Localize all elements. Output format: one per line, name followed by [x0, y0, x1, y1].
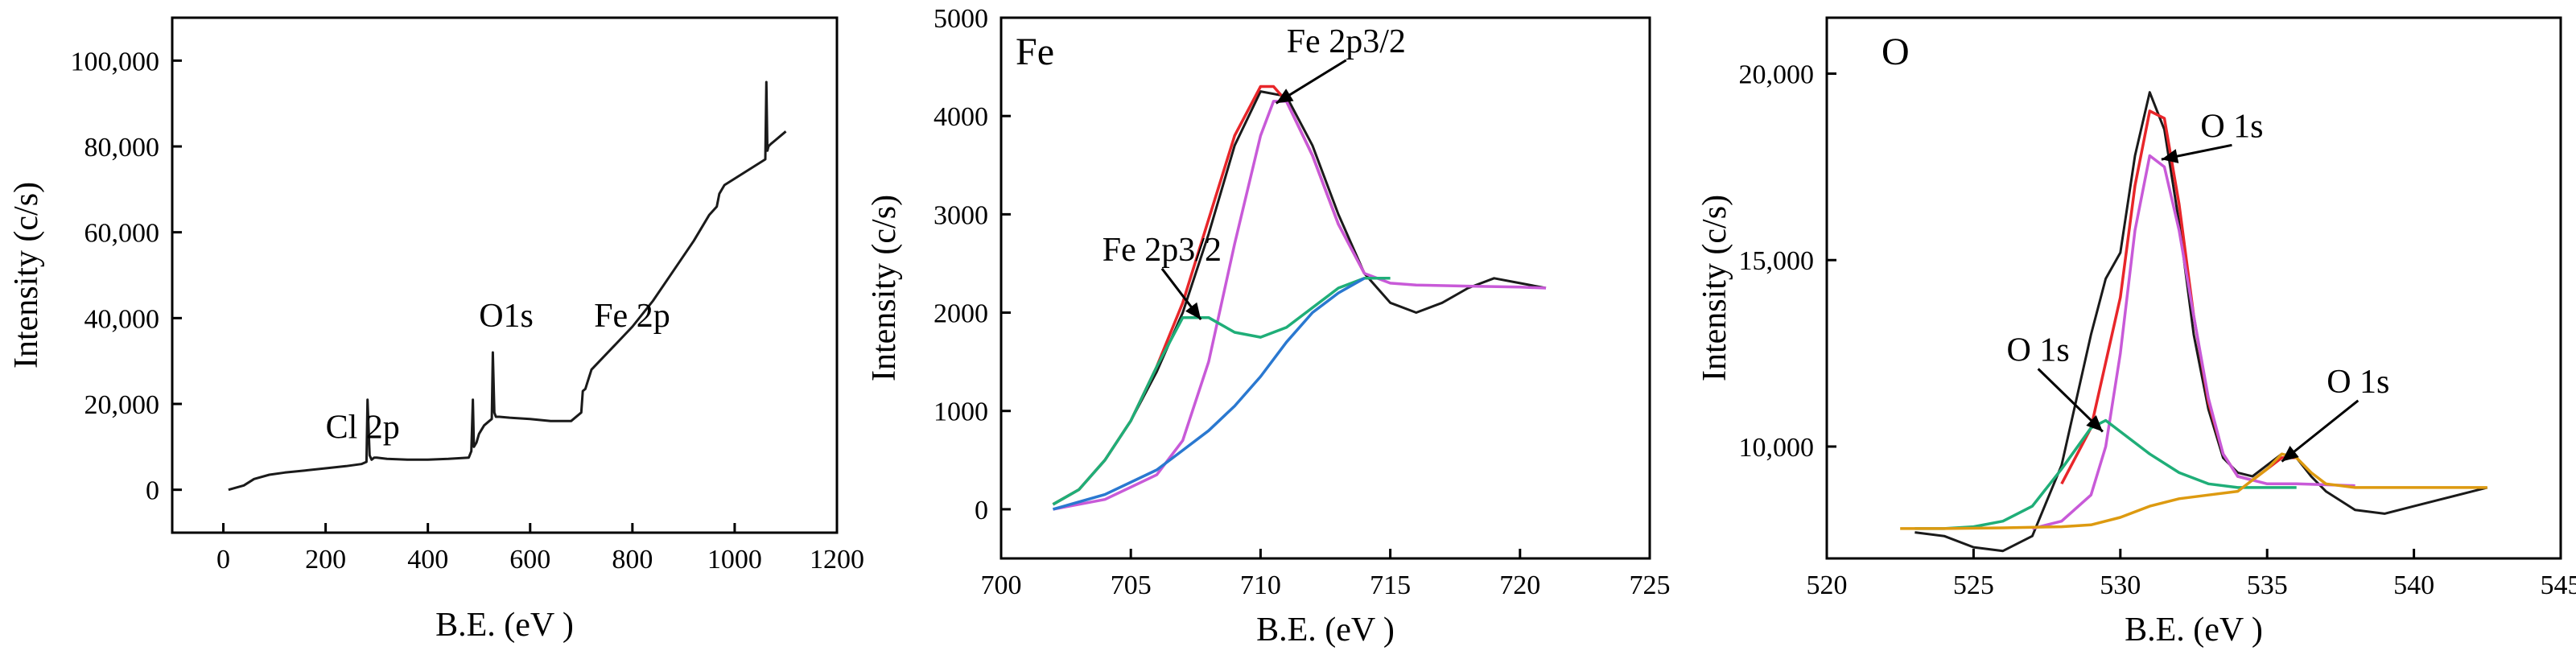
survey-annotation: Cl 2p [326, 410, 400, 447]
survey-x-tick-label: 600 [509, 545, 550, 575]
o-annotation-arrowhead [2281, 446, 2299, 462]
o-annotation: O 1s [2200, 108, 2263, 145]
o-panel: 520 525 530 535 540 545 10,000 15,000 20,000 O 1… [1696, 16, 2576, 649]
survey-x-axis-label: B.E. (eV ) [435, 607, 574, 644]
fe-y-tick-label: 4000 [934, 102, 988, 132]
fe-y-tick-label: 3000 [934, 200, 988, 230]
fe-panel: 700 705 710 715 720 725010002000300040005000 … [866, 4, 1671, 649]
fe-plot-area: 700 705 710 715 720 725010002000300040005000 … [934, 4, 1671, 600]
o-annotation: O 1s [2327, 364, 2389, 401]
survey-annotations: Cl 2p O1s Fe 2p [326, 298, 670, 447]
o-panel-tag: O [1882, 31, 1910, 73]
survey-y-axis-label: Intensity (c/s) [8, 182, 45, 369]
o-x-tick-label: 530 [2100, 570, 2141, 600]
fe-annotations: Fe 2p3/2 Fe 2p3/2 [1103, 23, 1406, 321]
fe-series-envelope-1 [1052, 84, 1366, 506]
survey-y-tick-label: 40,000 [84, 304, 160, 334]
survey-y-tick-label: 100,000 [71, 47, 160, 76]
fe-annotation-arrowhead [1185, 302, 1201, 320]
o-annotation-arrowhead [2161, 149, 2179, 163]
fe-panel-tag: Fe [1016, 31, 1054, 73]
fe-x-axis-label: B.E. (eV ) [1256, 612, 1395, 649]
fe-y-axis-label: Intensity (c/s) [866, 195, 903, 381]
fe-annotation: Fe 2p3/2 [1103, 232, 1222, 269]
o-y-tick-label: 10,000 [1739, 433, 1815, 463]
fe-x-tick-label: 725 [1630, 570, 1671, 600]
fe-series-background-4 [1053, 277, 1366, 511]
survey-x-tick-label: 200 [305, 545, 346, 575]
o-annotations: O 1s O 1s O 1s [2007, 108, 2389, 463]
survey-annotation: O1s [479, 298, 534, 335]
survey-axes-frame [171, 16, 839, 534]
survey-plot-area: 0 200 400 600 800 1000 1200 0 20,000 40,000 60,000… [71, 16, 865, 575]
o-x-tick-label: 545 [2541, 570, 2576, 600]
o-x-tick-label: 540 [2393, 570, 2434, 600]
survey-y-tick-label: 80,000 [84, 133, 160, 163]
o-y-axis-label: Intensity (c/s) [1696, 195, 1733, 381]
survey-x-tick-label: 1200 [810, 545, 864, 575]
survey-series [228, 80, 787, 492]
fe-x-tick-label: 710 [1240, 570, 1281, 600]
o-y-tick-label: 20,000 [1739, 60, 1815, 90]
o-series-component-3 [1914, 418, 2297, 530]
fe-series-component-3 [1052, 277, 1391, 506]
o-x-tick-label: 525 [1953, 570, 1994, 600]
o-annotation-arrow [2281, 399, 2360, 463]
o-annotation-arrowhead [2086, 415, 2103, 432]
o-x-tick-label: 535 [2247, 570, 2288, 600]
survey-x-tick-label: 1000 [707, 545, 762, 575]
fe-series-component-2 [1053, 100, 1547, 511]
o-series [1900, 91, 2488, 553]
o-x-axis-label: B.E. (eV ) [2125, 612, 2263, 649]
survey-y-tick-label: 60,000 [84, 219, 160, 249]
fe-x-tick-label: 700 [981, 570, 1022, 600]
fe-y-tick-label: 1000 [934, 397, 988, 427]
fe-annotation-arrowhead [1276, 89, 1294, 104]
fe-x-tick-label: 715 [1370, 570, 1411, 600]
fe-x-tick-label: 720 [1499, 570, 1540, 600]
o-y-tick-label: 15,000 [1739, 246, 1815, 276]
survey-x-tick-label: 0 [216, 545, 230, 575]
fe-ticks: 700 705 710 715 720 725 0 1000 2000 3000 4000 5000 [934, 4, 1671, 600]
survey-x-tick-label: 400 [407, 545, 448, 575]
survey-x-tick-label: 800 [612, 545, 653, 575]
o-plot-area: 520 525 530 535 540 545 10,000 15,000 20,000 O 1… [1739, 16, 2576, 600]
o-series-raw-0 [1914, 91, 2488, 553]
o-annotation: O 1s [2007, 332, 2070, 369]
o-series-background-4 [1900, 452, 2487, 530]
fe-y-tick-label: 5000 [934, 4, 988, 34]
fe-y-tick-label: 0 [975, 496, 988, 525]
survey-annotation: Fe 2p [594, 298, 670, 335]
survey-ticks: 0 200 400 600 800 1000 1200 0 20,000 40,000 60,000… [71, 47, 865, 575]
o-axes-frame [1825, 16, 2562, 560]
survey-panel: 0 200 400 600 800 1000 1200 0 20,000 40,000 60,000… [8, 16, 865, 644]
o-ticks: 520 525 530 535 540 545 10,000 15,000 20,000 [1739, 60, 2576, 600]
fe-series [1052, 84, 1547, 511]
fe-axes-frame [999, 16, 1651, 560]
fe-series-raw-0 [1052, 90, 1547, 506]
survey-y-tick-label: 0 [146, 476, 159, 506]
fe-annotation: Fe 2p3/2 [1287, 23, 1406, 60]
fe-x-tick-label: 705 [1111, 570, 1152, 600]
survey-series-raw-0 [228, 80, 787, 492]
survey-y-tick-label: 20,000 [84, 390, 160, 420]
fe-y-tick-label: 2000 [934, 299, 988, 329]
o-x-tick-label: 520 [1807, 570, 1848, 600]
